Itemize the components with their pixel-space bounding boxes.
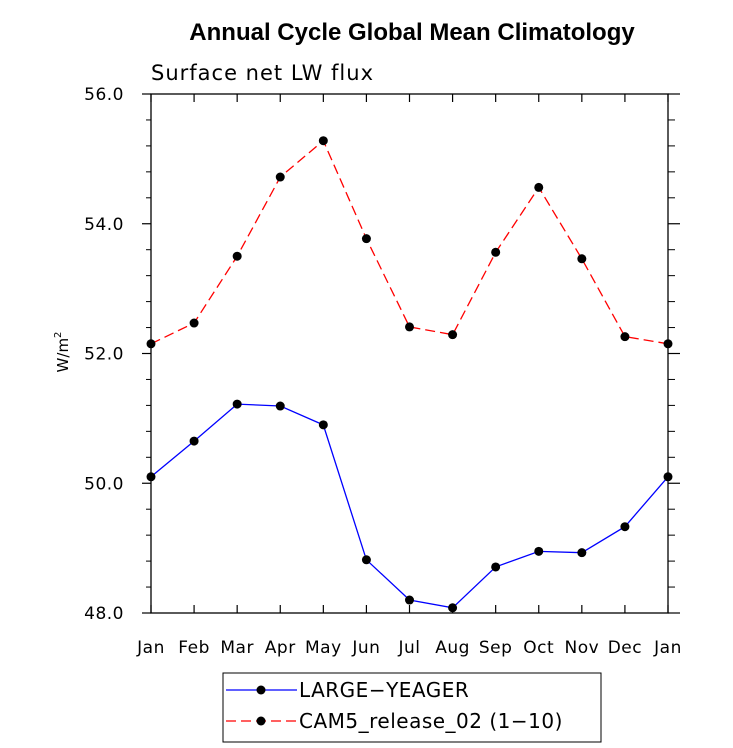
series-layer — [146, 136, 673, 613]
axes: Jan Feb Mar Apr May Jun Jul Aug Sep Oct Nov Dec Jan 4… — [84, 85, 682, 658]
data-point — [361, 555, 371, 565]
data-point — [275, 401, 285, 411]
y-axis-label-superscript: 2 — [53, 332, 64, 338]
y-axis-title: W/m2 — [53, 332, 72, 373]
legend-label-0: LARGE−YEAGER — [299, 678, 469, 702]
data-point — [534, 182, 544, 192]
data-point — [232, 399, 242, 409]
legend-marker-1 — [256, 716, 266, 726]
data-point — [491, 562, 501, 572]
data-point — [577, 548, 587, 558]
y-tick-label: 56.0 — [84, 85, 124, 105]
data-point — [189, 318, 199, 328]
svg-text:W/m2: W/m2 — [53, 332, 72, 373]
data-point — [232, 251, 242, 261]
legend: LARGE−YEAGER CAM5_release_02 (1−10) — [222, 672, 602, 743]
y-tick-label: 50.0 — [84, 474, 124, 494]
series-line-0 — [150, 403, 669, 609]
data-point — [448, 330, 458, 340]
x-tick-label: Jul — [397, 638, 420, 658]
x-tick-label: Mar — [220, 638, 254, 658]
legend-marker-0 — [256, 685, 266, 695]
x-tick-label: Sep — [479, 638, 513, 658]
data-point — [534, 546, 544, 556]
y-tick-label: 52.0 — [84, 345, 124, 365]
x-tick-label: Apr — [265, 638, 296, 658]
legend-box — [222, 672, 602, 743]
chart-subtitle: Surface net LW flux — [151, 61, 374, 85]
data-point — [577, 254, 587, 264]
x-tick-label: Jan — [653, 638, 682, 658]
data-point — [275, 172, 285, 182]
data-point — [491, 247, 501, 257]
data-point — [620, 332, 630, 342]
data-point — [318, 420, 328, 430]
data-point — [189, 436, 199, 446]
x-tick-label: Feb — [178, 638, 210, 658]
x-tick-label: Dec — [608, 638, 642, 658]
plot-frame — [150, 93, 669, 614]
y-axis-label: W/m — [54, 338, 72, 373]
x-tick-label: Jun — [351, 638, 380, 658]
y-tick-label: 48.0 — [84, 604, 124, 624]
data-point — [405, 595, 414, 605]
x-tick-label: May — [305, 638, 342, 658]
data-point — [405, 322, 414, 332]
x-tick-label: Oct — [523, 638, 554, 658]
data-point — [620, 522, 630, 532]
data-point — [448, 603, 458, 613]
data-point — [318, 136, 328, 146]
x-tick-label: Jan — [136, 638, 165, 658]
legend-label-1: CAM5_release_02 (1−10) — [299, 709, 563, 733]
x-tick-label: Nov — [564, 638, 599, 658]
series-line-1 — [150, 139, 669, 345]
x-tick-label: Aug — [435, 638, 470, 658]
y-tick-label: 54.0 — [84, 215, 124, 235]
chart-title: Annual Cycle Global Mean Climatology — [189, 19, 635, 46]
data-point — [361, 234, 371, 244]
